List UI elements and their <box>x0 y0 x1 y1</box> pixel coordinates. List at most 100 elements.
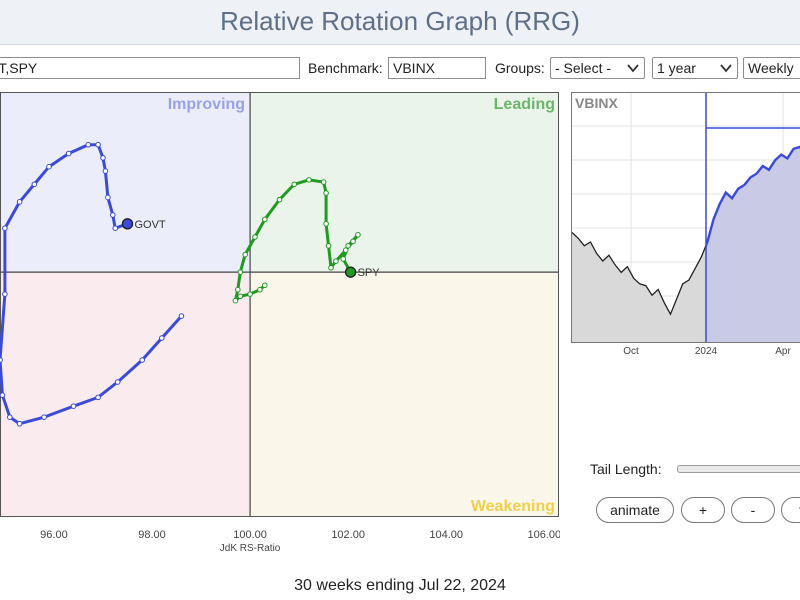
series-tail-point <box>323 190 329 196</box>
series-tail-point <box>247 291 253 297</box>
series-tail-point <box>237 269 244 275</box>
series-tail-point <box>105 194 111 201</box>
series-tail-point <box>333 258 339 264</box>
mini-x-label: Apr <box>775 346 791 357</box>
benchmark-input-value: VBINX <box>393 60 436 76</box>
x-tick-label: 96.00 <box>40 529 68 541</box>
series-tail-point <box>139 357 146 363</box>
groups-select-value: - Select - <box>555 60 612 76</box>
groups-label: Groups: <box>495 60 545 76</box>
step-back-button[interactable]: - <box>731 497 775 523</box>
series-tail-point <box>237 293 244 300</box>
frequency-select-value: Weekly <box>748 60 794 76</box>
series-tail-point <box>100 155 106 161</box>
mini-window-fill <box>706 147 800 342</box>
quadrant-lagging <box>0 272 251 516</box>
series-tail-point <box>102 168 109 174</box>
rrg-gridlines <box>0 92 559 516</box>
controls-bar: VT,SPY Benchmark: VBINX Groups: - Select… <box>0 52 800 86</box>
period-select-value: 1 year <box>657 60 696 76</box>
series-tail-point <box>95 141 101 148</box>
series-tail-point <box>328 264 334 271</box>
series-tail-point <box>95 394 101 401</box>
x-tick-label: 102.00 <box>331 529 365 541</box>
series-tail-point <box>325 242 332 249</box>
mini-window-line <box>706 145 800 249</box>
benchmark-mini-chart: VBINX Oct 2024 Apr <box>571 92 800 362</box>
series-tail-point <box>342 247 349 253</box>
symbols-input-value: VT,SPY <box>0 60 38 76</box>
rrg-chart: Improving Leading Weakening GOVT SPY 96.0… <box>0 92 561 562</box>
series-tail-point <box>70 403 77 409</box>
series-tail-point <box>235 286 241 293</box>
series-tail-point <box>7 414 13 420</box>
x-axis-label: JdK RS-Ratio <box>220 543 281 554</box>
rrg-border <box>0 92 559 517</box>
series-tail-point <box>2 291 8 297</box>
symbols-input[interactable]: VT,SPY <box>0 57 300 79</box>
quadrant-label-leading: Leading <box>494 96 555 113</box>
series-spy: SPY <box>232 177 381 304</box>
page-title: Relative Rotation Graph (RRG) <box>220 6 580 36</box>
series-tail-point <box>31 181 38 188</box>
series-tail-point <box>112 225 119 232</box>
quadrant-label-improving: Improving <box>168 96 245 113</box>
step-forward-button[interactable]: + <box>681 497 725 523</box>
rrg-x-ticks: 96.00 98.00 100.00 102.00 104.00 106.00 <box>40 529 561 541</box>
series-tail-point <box>0 392 6 398</box>
series-tail-point <box>261 216 268 223</box>
mini-x-label: Oct <box>623 346 639 357</box>
series-tail-point <box>2 225 8 232</box>
series-tail-point <box>261 282 268 289</box>
series-tail-point <box>323 221 329 227</box>
tail-length-label: Tail Length: <box>590 461 662 477</box>
groups-select[interactable]: - Select - <box>550 57 645 79</box>
series-tail-point <box>16 199 23 205</box>
x-tick-label: 100.00 <box>233 529 267 541</box>
series-tail-point <box>257 286 263 293</box>
mini-chart-x-labels: Oct 2024 Apr <box>623 346 791 357</box>
chevron-down-icon <box>720 64 732 73</box>
rrg-plot: Improving Leading Weakening GOVT SPY 96.0… <box>0 92 561 554</box>
x-tick-label: 98.00 <box>138 529 166 541</box>
series-tail-point <box>41 414 47 420</box>
series-tail-point <box>276 196 283 203</box>
series-label: GOVT <box>134 219 165 231</box>
series-tail-point <box>46 163 52 170</box>
series-tail-point <box>85 141 92 148</box>
series-tail-point <box>16 420 23 427</box>
benchmark-input[interactable]: VBINX <box>388 57 486 79</box>
series-tail-point <box>345 242 351 249</box>
frequency-select[interactable]: Weekly <box>743 57 800 79</box>
series-tail-point <box>109 212 116 218</box>
quadrant-weakening <box>250 272 559 516</box>
period-caption: 30 weeks ending Jul 22, 2024 <box>294 577 506 594</box>
series-head-point[interactable] <box>121 218 134 230</box>
series-tail-point <box>291 181 298 188</box>
series-tail-point <box>252 234 258 240</box>
quadrant-label-weakening: Weakening <box>471 498 555 515</box>
mini-x-label: 2024 <box>695 346 718 357</box>
mini-chart-area <box>571 93 800 342</box>
series-tail-point <box>114 379 121 385</box>
benchmark-label: Benchmark: <box>308 60 383 76</box>
series-tail-point <box>178 313 185 319</box>
series-govt: GOVT <box>0 141 185 427</box>
series-head-point[interactable] <box>344 266 357 278</box>
rrg-series-layer: GOVT SPY <box>0 141 381 427</box>
series-tail-point <box>340 256 347 262</box>
period-select[interactable]: 1 year <box>652 57 738 79</box>
series-tail-point <box>242 251 248 258</box>
series-tail-point <box>65 150 72 157</box>
quadrant-improving <box>0 92 251 273</box>
series-tail-point <box>355 231 361 238</box>
title-bar: Relative Rotation Graph (RRG) <box>0 0 800 45</box>
series-tail-point <box>0 357 3 363</box>
tail-length-slider[interactable] <box>677 465 800 473</box>
series-tail-point <box>320 179 327 185</box>
f-button[interactable]: f <box>781 497 800 523</box>
series-tail-point <box>306 177 312 183</box>
series-label: SPY <box>358 267 381 279</box>
animate-button[interactable]: animate <box>596 497 674 523</box>
x-tick-label: 106.00 <box>527 529 560 541</box>
